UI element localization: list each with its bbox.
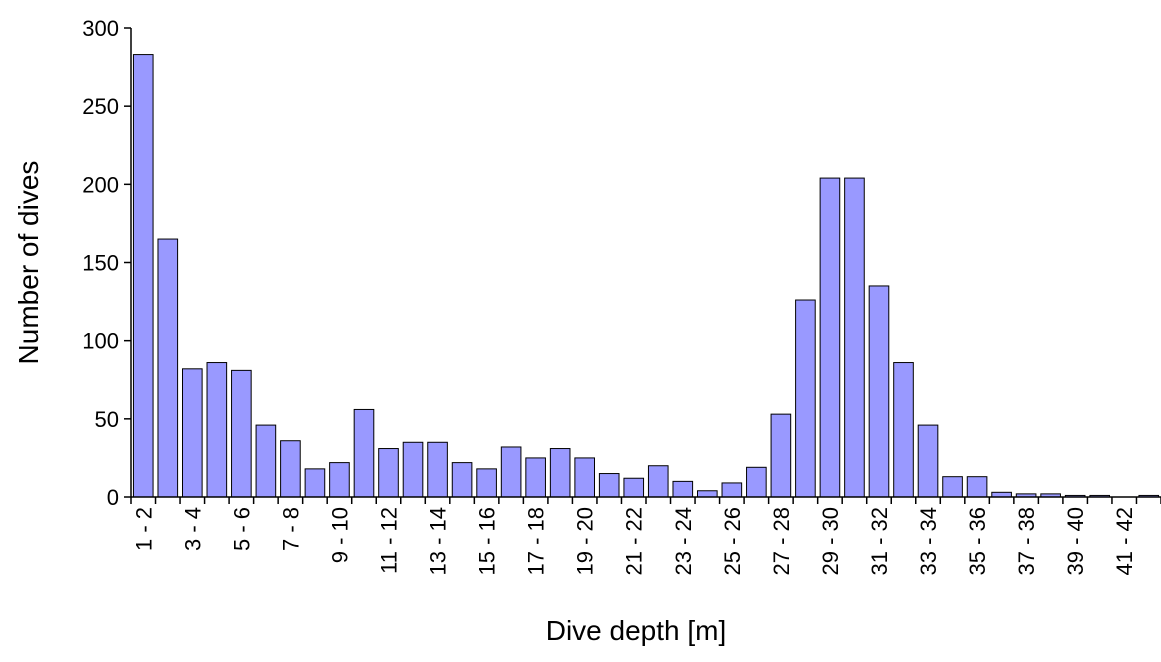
- bar-6-7: [255, 424, 277, 498]
- bar-20-21: [598, 473, 620, 498]
- bar-1-2: [132, 54, 154, 498]
- bar-16-17: [500, 446, 522, 498]
- x-tick-label: 39 - 40: [1063, 507, 1088, 576]
- bar-12-13: [402, 441, 424, 498]
- bar-33-34: [917, 424, 939, 498]
- bar-5-6: [231, 369, 252, 498]
- x-tick-label: 11 - 12: [377, 507, 402, 574]
- x-axis-title: Dive depth [m]: [546, 615, 727, 646]
- x-ticks-group: 1 - 2 3 - 4 5 - 6 7 - 8 9 - 10 11 - 12 13 - 14…: [130, 497, 1161, 576]
- axes-group: [130, 28, 1161, 498]
- bar-17-18: [525, 457, 546, 498]
- x-tick-label: 27 - 28: [769, 507, 794, 576]
- bar-27-28: [770, 413, 792, 498]
- bars-group: [132, 54, 1160, 498]
- x-tick-label: 21 - 22: [622, 507, 647, 576]
- x-tick-label: 37 - 38: [1014, 507, 1039, 576]
- x-tick-label: 7 - 8: [278, 507, 303, 551]
- bar-26-27: [746, 466, 767, 498]
- y-ticks-group: 0 50 100 150 200 250 300: [82, 16, 131, 510]
- bar-14-15: [451, 462, 473, 498]
- y-tick-label: 100: [82, 329, 119, 354]
- y-tick-label: 50: [95, 407, 119, 432]
- bar-34-35: [942, 476, 963, 498]
- bar-30-31: [844, 177, 865, 498]
- bar-13-14: [427, 441, 448, 498]
- bar-18-19: [549, 448, 571, 498]
- y-tick-label: 150: [82, 251, 119, 276]
- x-tick-label: 5 - 6: [229, 507, 254, 551]
- x-tick-label: 19 - 20: [573, 507, 598, 576]
- bar-9-10: [329, 462, 350, 498]
- bar-35-36: [966, 476, 988, 498]
- y-tick-label: 200: [82, 172, 119, 197]
- bar-25-26: [721, 482, 743, 498]
- x-tick-label: 13 - 14: [426, 507, 451, 576]
- x-tick-label: 25 - 26: [720, 507, 745, 576]
- x-tick-label: 29 - 30: [818, 507, 843, 576]
- bar-8-9: [304, 468, 326, 498]
- x-tick-label: 3 - 4: [180, 507, 205, 551]
- y-axis-title: Number of dives: [13, 161, 44, 365]
- x-tick-label: 31 - 32: [867, 507, 892, 576]
- bar-4-5: [206, 362, 228, 498]
- x-tick-label: 15 - 16: [475, 507, 500, 576]
- y-tick-label: 0: [107, 485, 119, 510]
- bar-7-8: [280, 440, 301, 498]
- bar-21-22: [623, 477, 645, 498]
- bar-2-3: [157, 238, 179, 498]
- bar-28-29: [795, 299, 816, 498]
- x-tick-label: 41 - 42: [1112, 507, 1137, 576]
- bar-32-33: [893, 362, 914, 498]
- bar-10-11: [353, 408, 375, 498]
- bar-29-30: [819, 177, 841, 498]
- bar-31-32: [868, 285, 890, 498]
- x-tick-label: 33 - 34: [916, 507, 941, 576]
- bar-15-16: [476, 468, 497, 498]
- bar-22-23: [647, 465, 669, 498]
- y-tick-label: 300: [82, 16, 119, 41]
- bar-19-20: [574, 457, 596, 498]
- y-tick-label: 250: [82, 94, 119, 119]
- x-tick-label: 1 - 2: [131, 507, 156, 551]
- x-tick-label: 17 - 18: [524, 507, 549, 576]
- bar-24-25: [697, 490, 718, 498]
- bar-23-24: [672, 480, 694, 498]
- x-tick-label: 23 - 24: [671, 507, 696, 576]
- x-tick-label: 9 - 10: [327, 507, 352, 563]
- bar-11-12: [378, 448, 399, 498]
- x-tick-label: 35 - 36: [965, 507, 990, 576]
- bar-3-4: [182, 368, 203, 498]
